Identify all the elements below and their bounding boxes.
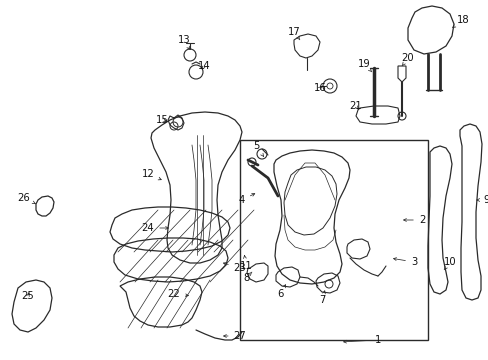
Text: 20: 20 [401, 53, 413, 66]
Text: 13: 13 [177, 35, 190, 49]
Text: 14: 14 [197, 61, 210, 71]
Text: 16: 16 [313, 83, 325, 93]
Text: 3: 3 [393, 257, 416, 267]
Text: 11: 11 [239, 255, 252, 271]
Text: 15: 15 [155, 115, 168, 125]
Text: 26: 26 [18, 193, 36, 204]
Text: 22: 22 [167, 289, 188, 299]
Text: 8: 8 [243, 272, 251, 283]
Text: 24: 24 [142, 223, 168, 233]
Bar [240, 140, 427, 340]
Text: 25: 25 [21, 291, 34, 301]
Text: 18: 18 [452, 15, 468, 27]
Text: 5: 5 [252, 141, 263, 156]
Text: 7: 7 [318, 291, 325, 305]
Text: 2: 2 [403, 215, 425, 225]
Text: 12: 12 [142, 169, 161, 180]
Text: 10: 10 [443, 257, 455, 270]
Text: 27: 27 [223, 331, 246, 341]
Text: 19: 19 [357, 59, 371, 72]
Text: 17: 17 [287, 27, 300, 40]
Text: 21: 21 [349, 101, 362, 111]
Text: 1: 1 [343, 335, 381, 345]
Text: 4: 4 [238, 194, 254, 205]
Text: 6: 6 [276, 285, 285, 299]
Text: 9: 9 [476, 195, 488, 205]
Text: 23: 23 [223, 262, 246, 273]
